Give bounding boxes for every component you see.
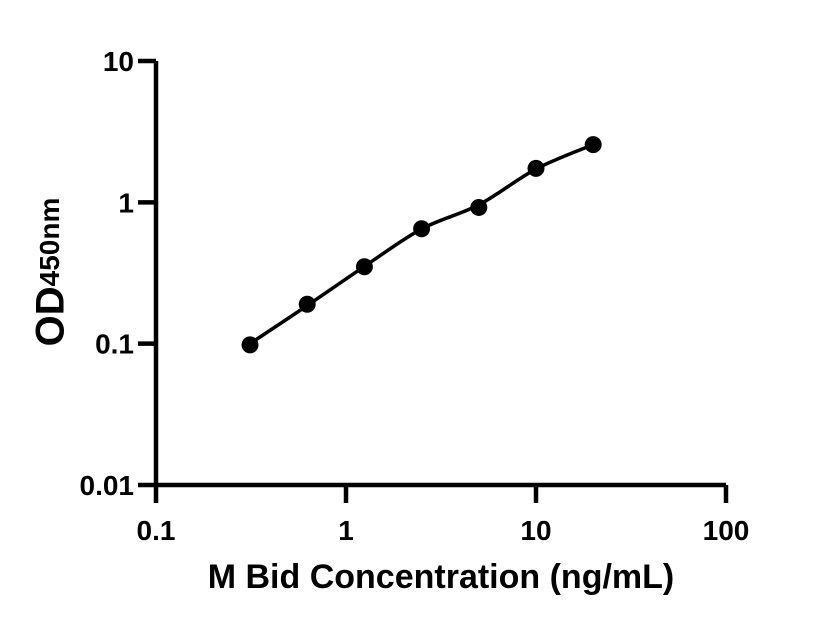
- data-point: [470, 198, 488, 216]
- y-tick-label: 1: [118, 187, 134, 218]
- data-point: [413, 220, 431, 238]
- data-point: [527, 159, 545, 177]
- x-tick-label: 1: [338, 515, 354, 546]
- y-tick-label: 10: [103, 46, 134, 77]
- data-point: [584, 136, 602, 154]
- axis-lines: [153, 61, 726, 488]
- y-tick-label: 0.1: [95, 329, 134, 360]
- x-axis-title: M Bid Concentration (ng/mL): [207, 558, 675, 596]
- x-tick-label: 100: [703, 515, 750, 546]
- y-axis-title: OD450nm: [29, 198, 74, 347]
- y-tick-label: 0.01: [80, 470, 135, 501]
- data-point: [241, 336, 259, 354]
- x-tick-label: 0.1: [137, 515, 176, 546]
- data-point: [355, 258, 373, 276]
- y-axis-title-subscript: 450nm: [34, 197, 66, 287]
- data-point: [298, 295, 316, 313]
- x-tick-label: 10: [520, 515, 551, 546]
- y-axis-title-main: OD: [28, 286, 73, 347]
